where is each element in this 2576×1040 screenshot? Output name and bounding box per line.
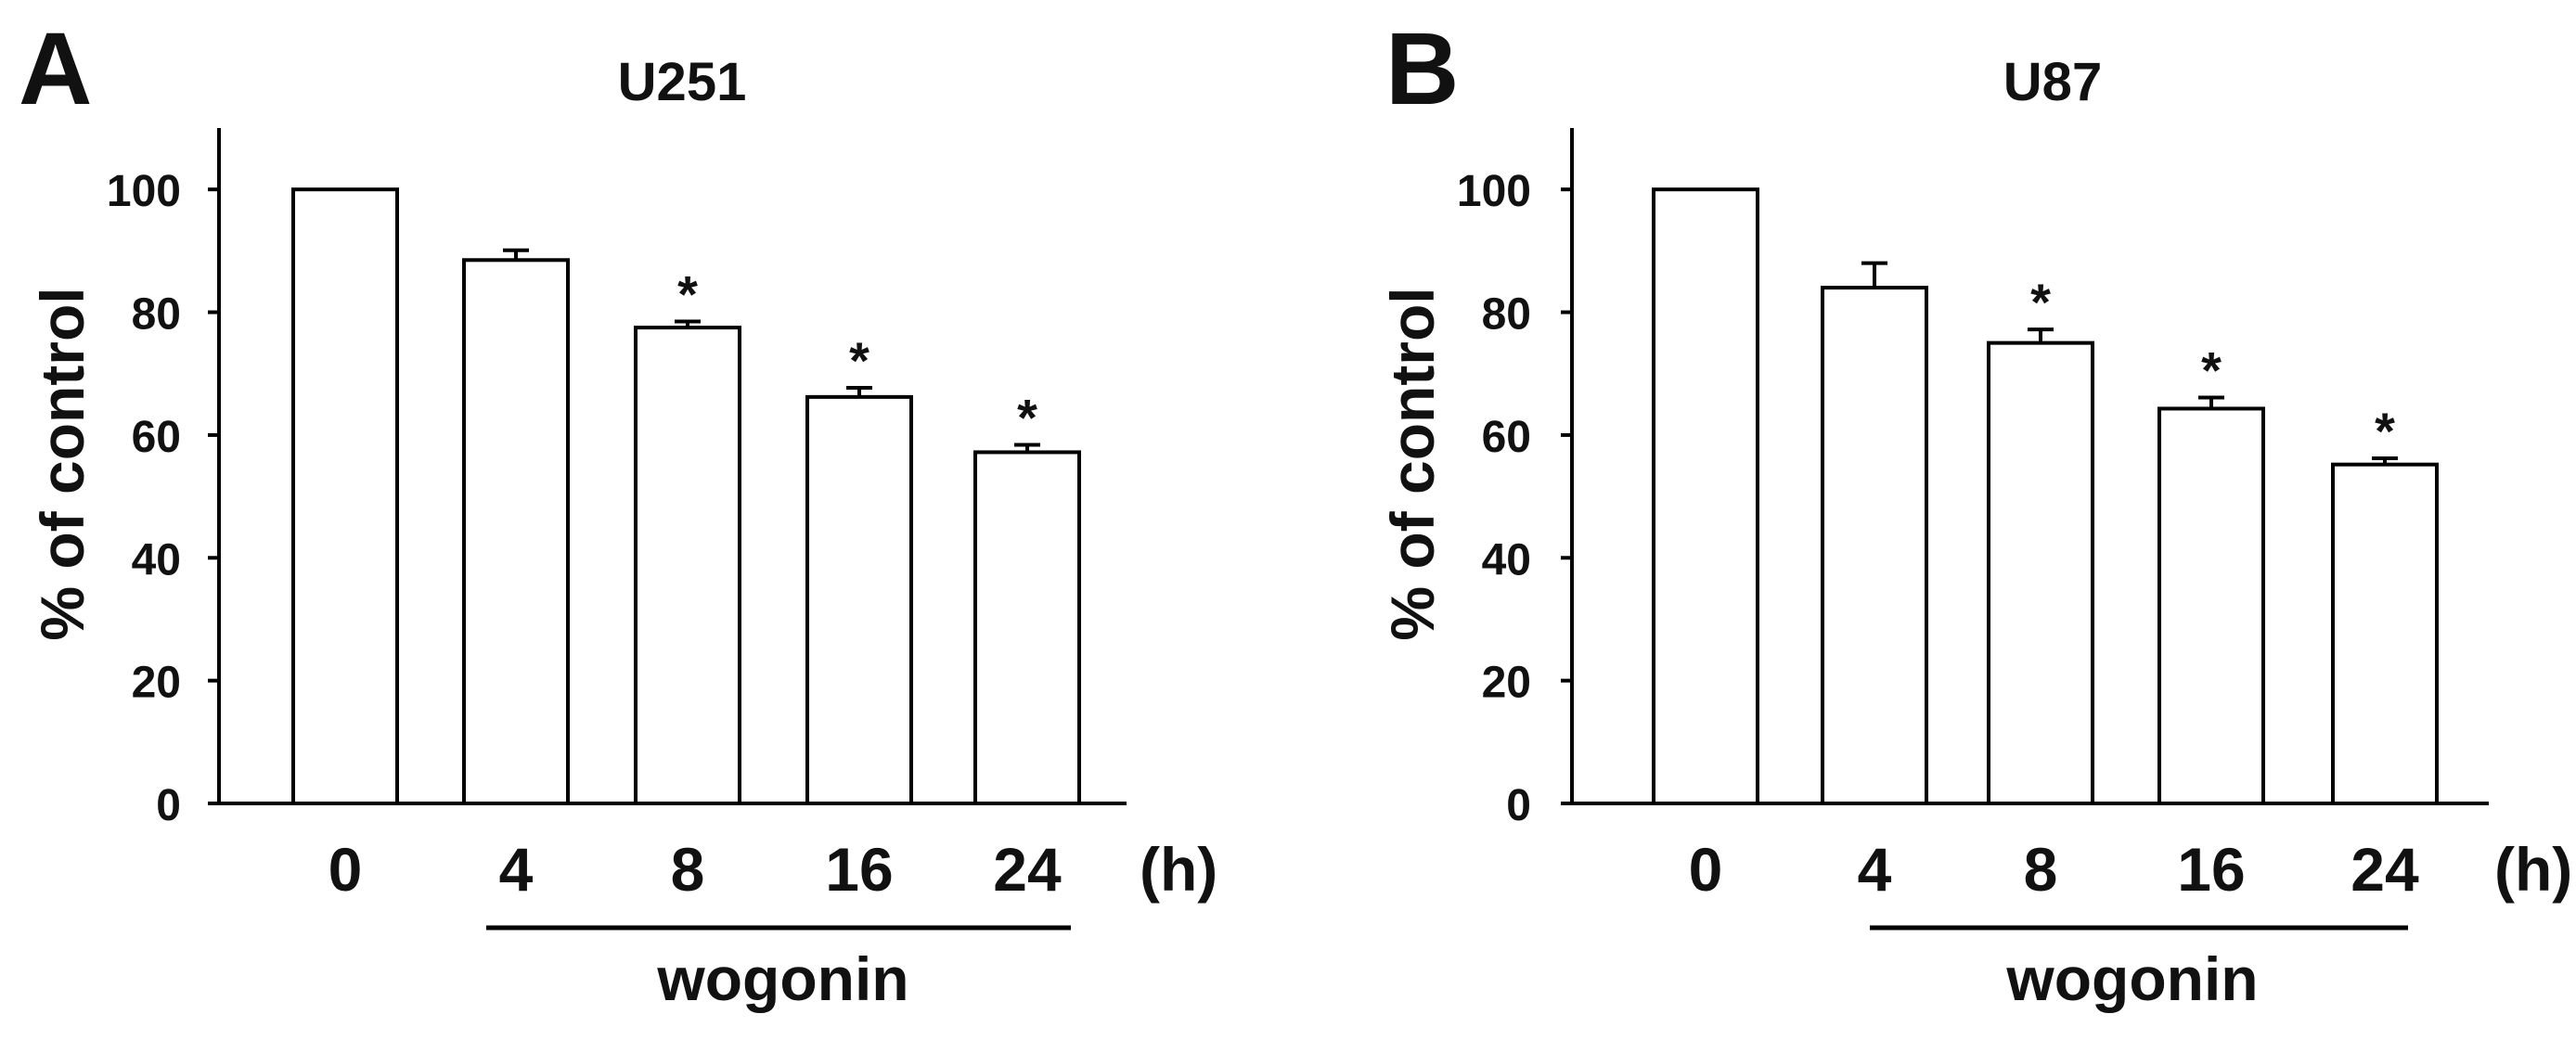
chart-title: U251 — [618, 52, 747, 112]
y-tick-label: 0 — [156, 781, 181, 830]
y-tick-label: 40 — [132, 535, 181, 584]
y-tick-label: 40 — [1482, 535, 1531, 584]
significance-marker: * — [2375, 402, 2395, 460]
y-tick-label: 20 — [1482, 659, 1531, 708]
significance-marker: * — [677, 264, 698, 323]
significance-marker: * — [1017, 388, 1037, 446]
group-label: wogonin — [656, 944, 908, 1013]
y-axis-label: % of control — [1378, 287, 1447, 640]
significance-marker: * — [2201, 341, 2222, 400]
x-tick-label-4: 4 — [1858, 835, 1892, 904]
bar-0 — [291, 187, 399, 805]
bar-0 — [1652, 187, 1759, 805]
bar-4 — [462, 258, 570, 806]
x-tick-label-8: 8 — [2024, 835, 2058, 904]
bar-8 — [634, 326, 741, 806]
y-tick-label: 100 — [1457, 167, 1531, 216]
y-axis-label: % of control — [28, 287, 97, 640]
bar-16 — [805, 394, 913, 805]
significance-marker: * — [849, 331, 869, 390]
y-tick-label: 80 — [1482, 290, 1531, 340]
y-tick-label: 60 — [1482, 413, 1531, 462]
x-unit-label: (h) — [1140, 835, 1217, 904]
y-tick-label: 0 — [1506, 781, 1531, 830]
chart-panel-a: A U251 % of control 0 20 40 60 80 100 0 4 * 8 * 16 * 24 (… — [19, 12, 1217, 1013]
x-tick-label-0: 0 — [328, 835, 363, 904]
x-tick-label-4: 4 — [499, 835, 534, 904]
panel-label: B — [1385, 12, 1459, 126]
chart-panel-b: B U87 % of control 0 20 40 60 80 100 0 4 * 8 * 16 * 24 (h… — [1378, 12, 2572, 1013]
x-tick-label-0: 0 — [1689, 835, 1723, 904]
x-tick-label-16: 16 — [825, 835, 893, 904]
bar-24 — [2331, 462, 2439, 805]
panel-label: A — [19, 12, 92, 126]
y-tick-label: 20 — [132, 659, 181, 708]
significance-marker: * — [2030, 273, 2051, 331]
bar-8 — [1987, 340, 2094, 805]
x-tick-label-24: 24 — [2351, 835, 2419, 904]
x-unit-label: (h) — [2494, 835, 2572, 904]
y-tick-label: 60 — [132, 413, 181, 462]
bar-24 — [973, 450, 1081, 805]
bar-16 — [2157, 406, 2265, 805]
bar-4 — [1821, 286, 1928, 805]
chart-title: U87 — [2003, 52, 2102, 112]
y-tick-label: 100 — [107, 167, 181, 216]
x-tick-label-16: 16 — [2177, 835, 2245, 904]
y-tick-label: 80 — [132, 290, 181, 340]
x-tick-label-8: 8 — [671, 835, 705, 904]
group-label: wogonin — [2005, 944, 2258, 1013]
x-tick-label-24: 24 — [993, 835, 1062, 904]
